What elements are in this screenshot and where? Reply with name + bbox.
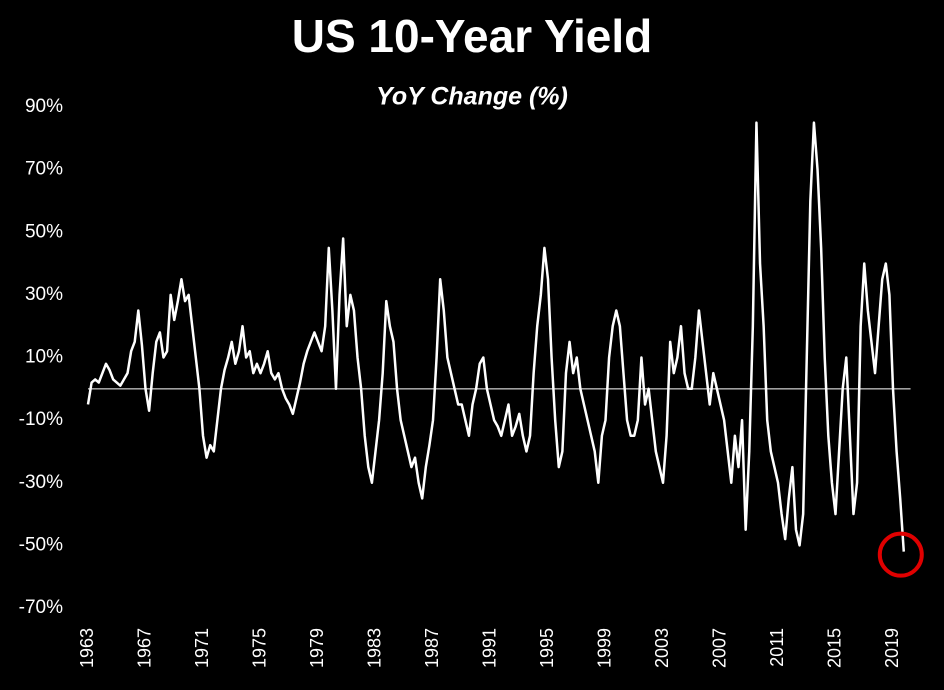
x-tick-label: 1995 bbox=[537, 628, 557, 668]
x-tick-label: 1991 bbox=[479, 628, 499, 668]
y-tick-label: 70% bbox=[25, 159, 63, 180]
y-tick-label: -30% bbox=[19, 472, 63, 493]
x-tick-label: 1979 bbox=[307, 628, 327, 668]
y-tick-label: -10% bbox=[19, 409, 63, 430]
x-tick-label: 1983 bbox=[364, 628, 384, 668]
x-tick-label: 2007 bbox=[709, 628, 729, 668]
x-tick-label: 1999 bbox=[594, 628, 614, 668]
highlight-circle bbox=[877, 531, 924, 578]
x-tick-label: 1975 bbox=[249, 628, 269, 668]
x-tick-label: 2003 bbox=[652, 628, 672, 668]
x-tick-label: 2019 bbox=[882, 628, 902, 668]
y-tick-label: -50% bbox=[19, 534, 63, 555]
series-line bbox=[86, 121, 906, 552]
x-tick-label: 2015 bbox=[824, 628, 844, 668]
x-tick-label: 1963 bbox=[77, 628, 97, 668]
x-tick-label: 1987 bbox=[422, 628, 442, 668]
chart-subtitle: YoY Change (%) bbox=[376, 83, 568, 111]
chart-title: US 10-Year Yield bbox=[292, 10, 653, 62]
x-tick-label: 2011 bbox=[767, 628, 787, 667]
x-tick-label: 1967 bbox=[134, 628, 154, 668]
y-tick-label: 30% bbox=[25, 284, 63, 305]
y-tick-label: 50% bbox=[25, 221, 63, 242]
x-tick-label: 1971 bbox=[192, 628, 212, 668]
y-tick-label: 10% bbox=[25, 347, 63, 368]
y-tick-label: 90% bbox=[25, 96, 63, 117]
y-tick-label: -70% bbox=[19, 597, 63, 618]
